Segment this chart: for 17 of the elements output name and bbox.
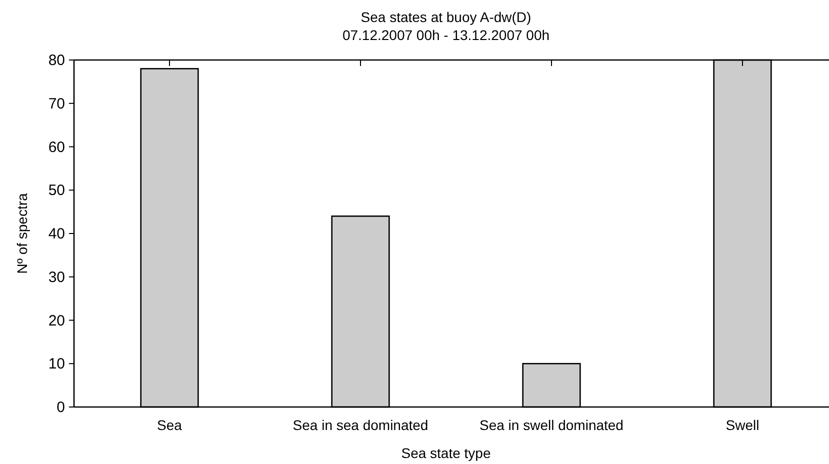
chart-title: Sea states at buoy A-dw(D) — [360, 9, 532, 25]
y-tick-label: 50 — [48, 182, 65, 200]
chart-subtitle: 07.12.2007 00h - 13.12.2007 00h — [342, 27, 550, 43]
y-tick-label: 40 — [48, 226, 65, 242]
y-tick-label: 20 — [48, 312, 65, 330]
x-tick-label: Sea in swell dominated — [480, 417, 624, 433]
y-tick-label: 60 — [48, 138, 65, 156]
x-axis-title: Sea state type — [401, 445, 491, 461]
y-tick-label: 30 — [48, 268, 65, 286]
x-tick-label: Swell — [726, 417, 760, 433]
y-tick-label: 10 — [48, 356, 65, 373]
x-tick-label: Sea — [157, 417, 182, 433]
y-tick-label: 80 — [48, 52, 65, 69]
y-tick-label: 70 — [48, 95, 65, 112]
y-axis-title: Nº of spectra — [14, 192, 30, 274]
x-tick-label: Sea in sea dominated — [292, 417, 428, 433]
y-tick-label: 0 — [56, 399, 65, 416]
